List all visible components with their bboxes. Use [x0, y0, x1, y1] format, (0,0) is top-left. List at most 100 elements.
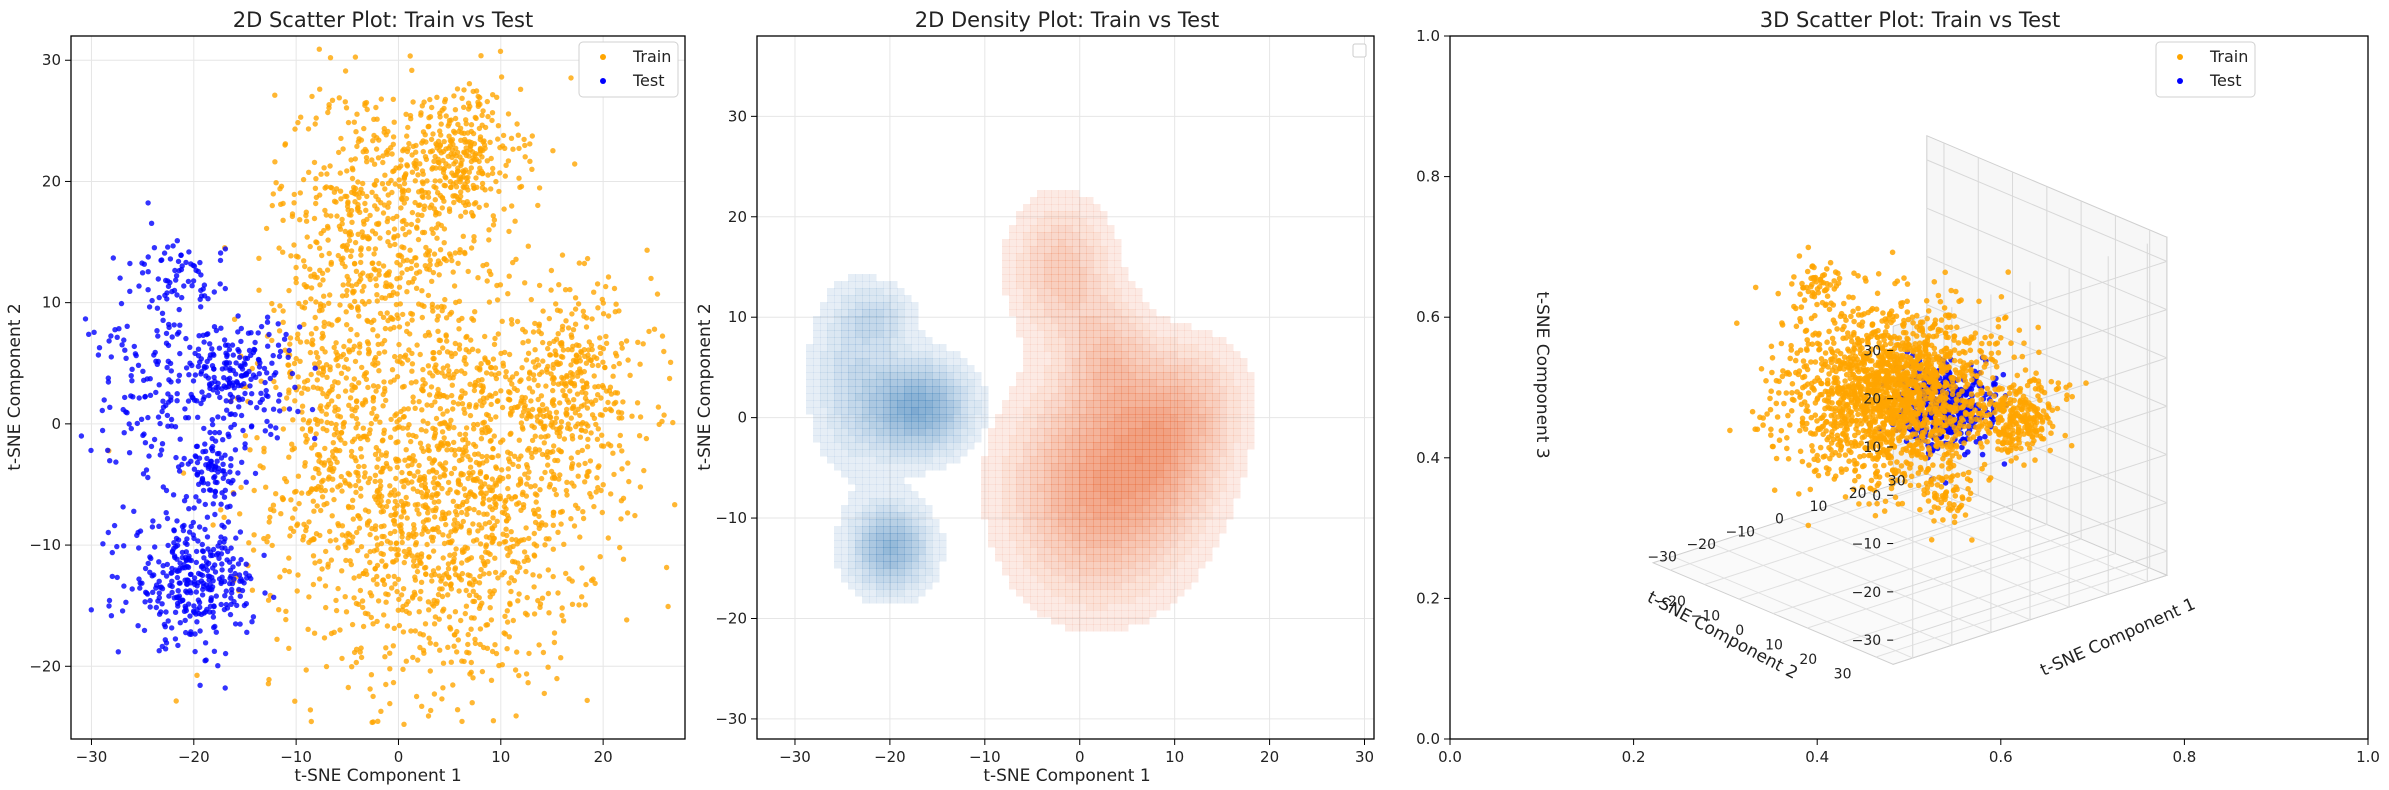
- train-point: [506, 493, 512, 500]
- train-point: [413, 158, 419, 164]
- train-point: [508, 135, 515, 141]
- train-point: [316, 576, 323, 582]
- train-point: [392, 353, 398, 360]
- test-point: [105, 447, 111, 453]
- train-point: [453, 145, 459, 151]
- train-point: [280, 426, 286, 432]
- train-density-cell: [1030, 456, 1038, 464]
- test-point: [264, 418, 270, 425]
- train-density-cell: [1212, 386, 1220, 394]
- train-point: [326, 457, 332, 463]
- train-density-cell: [981, 456, 989, 464]
- train-density-cell: [1016, 218, 1024, 226]
- train-density-cell: [1100, 477, 1108, 485]
- train-point: [558, 655, 564, 661]
- train-density-cell: [1121, 407, 1129, 415]
- train-point: [557, 340, 563, 346]
- train-density-cell: [1058, 330, 1066, 338]
- train-density-cell: [1163, 316, 1171, 324]
- test-point: [128, 425, 134, 432]
- test-point: [224, 557, 230, 563]
- test-point: [121, 337, 127, 343]
- test-point: [312, 365, 318, 371]
- train-point: [498, 74, 505, 80]
- train-point: [443, 175, 449, 181]
- test-point: [156, 523, 162, 529]
- train-density-cell: [1058, 456, 1066, 464]
- train-density-cell: [1072, 281, 1080, 289]
- test-point: [265, 393, 271, 400]
- train-point: [305, 490, 312, 496]
- train-point: [524, 594, 530, 601]
- train-density-cell: [1114, 477, 1122, 485]
- train-density-cell: [1177, 407, 1185, 415]
- train-density-cell: [1079, 323, 1087, 331]
- train-point: [571, 483, 577, 489]
- train-point: [536, 513, 542, 520]
- train-density-cell: [1205, 463, 1213, 471]
- train-density-cell: [1086, 365, 1094, 373]
- legend-test-label: Test: [632, 71, 665, 90]
- train-density-cell: [1121, 435, 1129, 443]
- train-density-cell: [1093, 393, 1101, 401]
- train-density-cell: [1037, 435, 1045, 443]
- train-point: [605, 274, 612, 280]
- train-point: [348, 304, 355, 310]
- train-point: [342, 68, 349, 74]
- train-point: [557, 360, 563, 367]
- train-point: [454, 649, 460, 655]
- train-density-cell: [1149, 456, 1157, 464]
- train-point: [550, 148, 556, 154]
- train-density-cell: [1051, 351, 1059, 359]
- train-point: [445, 561, 452, 567]
- train-point: [302, 299, 309, 306]
- test-point: [186, 372, 192, 378]
- test-point: [237, 621, 243, 627]
- train-density-cell: [1044, 246, 1052, 254]
- train-density-cell: [1226, 365, 1234, 373]
- train-density-cell: [1135, 337, 1143, 345]
- train-density-cell: [1247, 407, 1255, 415]
- train-density-cell: [1051, 407, 1059, 415]
- train-point: [293, 355, 299, 362]
- train-point: [338, 473, 344, 480]
- train-point: [401, 484, 407, 490]
- tick-label-y: 20: [42, 172, 61, 190]
- train-point: [482, 521, 488, 527]
- train-density-cell: [1030, 386, 1038, 394]
- train-point: [292, 398, 298, 404]
- train-point: [540, 407, 547, 413]
- train-point: [589, 362, 596, 368]
- train-point: [314, 417, 320, 423]
- test-point: [121, 543, 127, 549]
- test-point: [258, 323, 265, 330]
- train-point: [651, 326, 658, 332]
- test-point: [219, 567, 225, 573]
- train-density-cell: [1044, 218, 1052, 226]
- train-density-cell: [1128, 456, 1136, 464]
- train-point: [381, 430, 387, 437]
- test-point: [202, 501, 208, 508]
- test-point: [194, 619, 200, 625]
- train-density-cell: [1163, 344, 1171, 352]
- train-point: [396, 324, 403, 330]
- train-density-cell: [1198, 379, 1206, 387]
- train-point: [302, 263, 308, 270]
- train-point: [481, 571, 487, 577]
- train-point: [465, 268, 471, 275]
- train-point: [433, 641, 439, 647]
- train-density-cell: [1121, 470, 1129, 478]
- train-point: [582, 395, 589, 401]
- test-point: [120, 406, 126, 413]
- train-point: [356, 380, 362, 386]
- train-density-cell: [1135, 414, 1143, 422]
- train-point: [434, 304, 441, 310]
- train-density-cell: [1135, 435, 1143, 443]
- train-point: [421, 206, 427, 213]
- train-point: [412, 178, 418, 184]
- test-point: [274, 435, 280, 441]
- test-point: [207, 429, 213, 436]
- train-density-cell: [1149, 379, 1157, 387]
- train-density-cell: [1065, 309, 1073, 317]
- train-density-cell: [1191, 330, 1199, 338]
